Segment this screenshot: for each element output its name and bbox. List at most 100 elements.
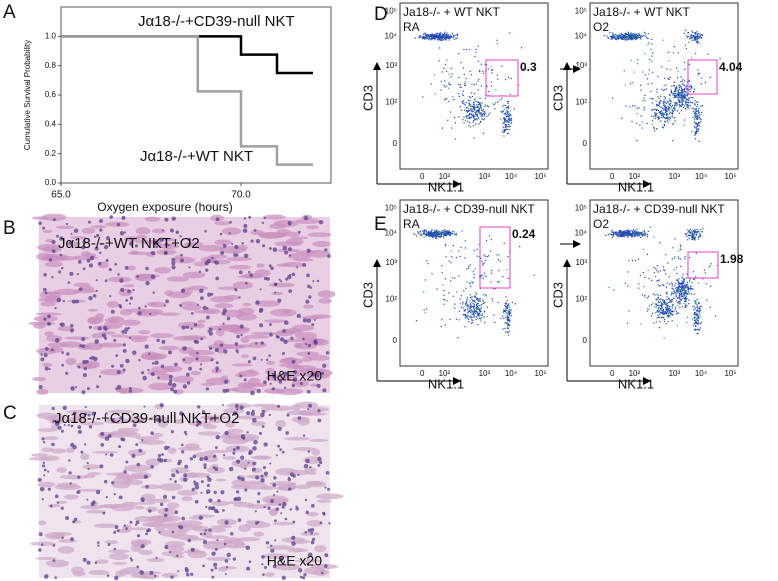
nucleus xyxy=(54,306,57,310)
event-dot xyxy=(675,293,678,295)
event-dot xyxy=(471,83,473,85)
event-dot xyxy=(701,34,704,36)
nucleus xyxy=(306,248,311,253)
tissue-strand xyxy=(278,363,300,368)
tissue-strand xyxy=(35,312,63,316)
tissue-texture xyxy=(28,213,336,396)
event-dot xyxy=(655,303,657,305)
event-dot xyxy=(617,37,619,40)
event-dot xyxy=(636,228,638,230)
event-dot xyxy=(483,262,485,264)
event-dot xyxy=(643,34,645,37)
nucleus xyxy=(158,531,161,534)
event-dot xyxy=(640,232,643,235)
event-dot xyxy=(461,93,464,95)
event-dot xyxy=(423,229,425,232)
nucleus xyxy=(193,339,197,344)
tissue-strand xyxy=(82,464,102,470)
event-dot xyxy=(425,33,427,35)
event-dot xyxy=(508,120,510,123)
event-dot xyxy=(631,33,633,35)
event-dot xyxy=(423,291,425,293)
tissue-strand xyxy=(240,354,250,358)
event-dot xyxy=(625,35,627,37)
event-dot xyxy=(695,234,698,236)
nucleus xyxy=(52,559,56,562)
event-dot xyxy=(694,52,697,55)
tissue-strand xyxy=(291,324,315,332)
event-dot xyxy=(612,232,614,234)
event-dot xyxy=(475,293,478,295)
event-dot xyxy=(652,293,655,295)
event-dot xyxy=(440,34,442,36)
tissue-strand xyxy=(231,250,240,254)
event-dot xyxy=(655,268,657,270)
nucleus xyxy=(275,507,280,511)
tissue-strand xyxy=(146,557,165,563)
event-dot xyxy=(644,74,646,76)
event-dot xyxy=(468,307,470,309)
event-dot xyxy=(477,313,480,316)
event-dot xyxy=(431,233,434,236)
event-dot xyxy=(651,55,653,57)
event-dot xyxy=(693,309,695,311)
event-dot xyxy=(504,130,506,132)
nucleus xyxy=(117,529,120,532)
event-dot xyxy=(452,95,454,98)
nucleus xyxy=(256,500,261,504)
event-dot xyxy=(480,320,482,322)
event-dot xyxy=(661,66,663,68)
event-dot xyxy=(682,281,684,283)
event-dot xyxy=(609,31,611,34)
tissue-strand xyxy=(37,428,58,433)
event-dot xyxy=(681,103,683,105)
event-dot xyxy=(686,88,688,91)
event-dot xyxy=(503,310,505,313)
event-dot xyxy=(692,31,694,34)
event-dot xyxy=(694,229,696,231)
event-dot xyxy=(436,36,438,38)
event-dot xyxy=(443,39,445,41)
nucleus xyxy=(180,253,183,257)
event-dot xyxy=(694,109,696,111)
nucleus xyxy=(320,571,324,575)
event-dot xyxy=(484,321,486,324)
event-dot xyxy=(507,327,509,329)
event-dot xyxy=(678,89,680,91)
nucleus xyxy=(213,562,218,567)
event-dot xyxy=(432,37,435,39)
event-dot xyxy=(691,39,694,41)
nucleus xyxy=(164,242,168,247)
tissue-strand xyxy=(136,274,149,281)
event-dot xyxy=(663,113,665,116)
event-dot xyxy=(447,233,449,235)
event-dot xyxy=(664,306,667,308)
event-dot xyxy=(699,233,701,235)
event-dot xyxy=(472,313,474,315)
event-dot xyxy=(683,298,686,300)
event-dot xyxy=(433,36,436,38)
x-tick-label: 10⁵ xyxy=(534,369,546,378)
tissue-strand xyxy=(276,485,296,491)
event-dot xyxy=(654,303,656,305)
event-dot xyxy=(506,119,508,121)
event-dot xyxy=(673,257,675,259)
nucleus xyxy=(174,362,178,367)
event-dot xyxy=(696,232,698,234)
tissue-strand xyxy=(154,267,172,274)
event-dot xyxy=(420,234,422,236)
event-dot xyxy=(484,104,486,106)
event-dot xyxy=(452,295,454,297)
tissue-strand xyxy=(225,420,236,428)
event-dot xyxy=(431,273,433,275)
event-dot xyxy=(691,87,693,89)
event-dot xyxy=(430,39,432,41)
nucleus xyxy=(259,323,264,328)
event-dot xyxy=(666,68,668,70)
tissue-strand xyxy=(263,214,286,220)
event-dot xyxy=(669,314,672,316)
event-dot xyxy=(696,33,698,35)
event-dot xyxy=(454,34,456,36)
event-dot xyxy=(691,234,693,236)
nucleus xyxy=(287,221,292,226)
